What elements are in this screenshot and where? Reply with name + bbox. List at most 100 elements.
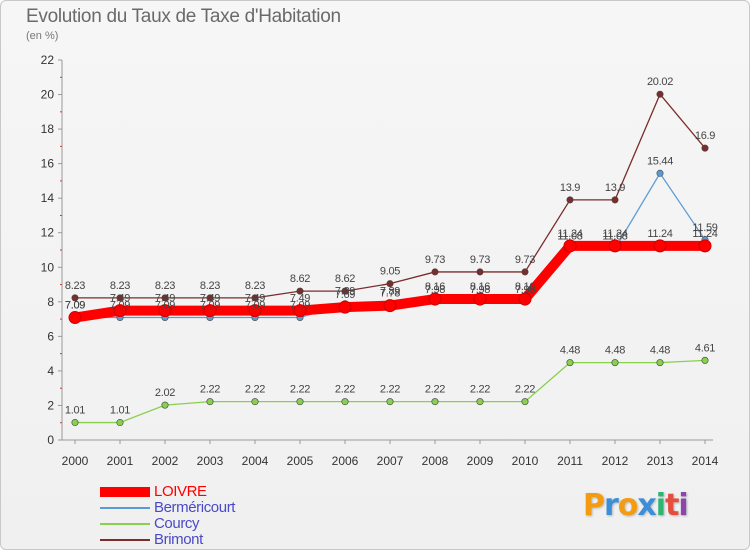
legend-label: Berméricourt	[154, 499, 236, 516]
x-tick-label: 2001	[107, 454, 134, 468]
data-label: 16.9	[695, 130, 715, 142]
data-label: 11.24	[647, 228, 672, 240]
data-point	[656, 90, 664, 98]
x-tick-label: 2013	[647, 454, 674, 468]
x-tick-label: 2012	[602, 454, 629, 468]
y-tick-label: 2	[47, 398, 54, 412]
legend-label: Courcy	[154, 515, 200, 532]
data-label: 7.49	[110, 293, 130, 305]
logo-letter: P	[583, 488, 605, 523]
data-point	[428, 292, 442, 306]
logo-letter: i	[655, 488, 666, 523]
data-point	[566, 196, 574, 204]
x-tick-label: 2009	[467, 454, 494, 468]
data-label: 11.59	[692, 222, 717, 234]
y-tick-label: 18	[41, 122, 55, 136]
data-point	[476, 268, 484, 276]
data-point	[566, 359, 574, 367]
data-label: 8.23	[65, 280, 85, 292]
data-label: 7.69	[335, 289, 355, 301]
data-point	[338, 300, 352, 314]
chart-subtitle: (en %)	[26, 30, 59, 42]
y-tick-label: 20	[41, 88, 55, 102]
data-label: 13.9	[605, 182, 625, 194]
data-point	[116, 419, 124, 427]
data-label: 9.73	[515, 254, 535, 266]
data-point	[656, 359, 664, 367]
data-point	[476, 398, 484, 406]
data-point	[68, 311, 82, 325]
data-label: 11.24	[557, 228, 582, 240]
data-label: 7.78	[380, 288, 400, 300]
data-point	[653, 239, 667, 253]
data-label: 2.22	[335, 384, 355, 396]
logo-letter: r	[604, 488, 619, 523]
data-point	[656, 169, 664, 177]
data-point	[296, 398, 304, 406]
data-point	[608, 239, 622, 253]
data-label: 8.16	[515, 281, 535, 293]
data-label: 11.24	[602, 228, 627, 240]
x-tick-label: 2010	[512, 454, 539, 468]
data-point	[383, 299, 397, 313]
data-point	[701, 356, 709, 364]
data-point	[473, 292, 487, 306]
data-label: 7.89	[335, 286, 355, 298]
data-point	[431, 268, 439, 276]
data-label: 8.23	[155, 280, 175, 292]
data-point	[521, 398, 529, 406]
data-point	[518, 292, 532, 306]
y-tick-label: 6	[47, 329, 54, 343]
data-label: 7.98	[470, 284, 490, 296]
x-tick-label: 2005	[287, 454, 314, 468]
data-point	[341, 287, 349, 295]
x-tick-label: 2011	[557, 454, 583, 468]
y-tick-label: 14	[41, 191, 55, 205]
data-label: 9.05	[380, 266, 400, 278]
legend-label: LOIVRE	[154, 483, 207, 500]
data-point	[611, 196, 619, 204]
data-label: 2.02	[155, 387, 175, 399]
data-label: 7.09	[65, 300, 85, 312]
data-label: 7.98	[515, 284, 535, 296]
data-label: 4.48	[650, 345, 670, 357]
data-point	[431, 398, 439, 406]
data-point	[296, 287, 304, 295]
data-point	[386, 280, 394, 288]
data-point	[71, 419, 79, 427]
logo-letter: x	[637, 488, 656, 523]
data-point	[71, 294, 79, 302]
data-label: 20.02	[647, 76, 673, 88]
y-tick-label: 16	[41, 157, 55, 171]
legend-swatch	[100, 507, 150, 509]
logo-letter: o	[617, 488, 639, 523]
data-label: 1.01	[110, 405, 130, 417]
data-label: 8.62	[335, 273, 355, 285]
data-point	[206, 398, 214, 406]
y-tick-label: 22	[41, 53, 55, 67]
data-point	[116, 294, 124, 302]
data-label: 4.48	[605, 345, 625, 357]
logo-letter: t	[665, 488, 679, 523]
y-tick-label: 12	[41, 226, 55, 240]
data-point	[251, 294, 259, 302]
data-label: 9.73	[425, 254, 445, 266]
x-tick-label: 2007	[377, 454, 404, 468]
data-point	[386, 398, 394, 406]
data-label: 2.22	[245, 384, 265, 396]
data-point	[248, 304, 262, 318]
data-point	[611, 359, 619, 367]
data-point	[341, 398, 349, 406]
data-point	[161, 401, 169, 409]
data-label: 4.61	[695, 342, 715, 354]
data-point	[563, 239, 577, 253]
data-label: 8.16	[470, 281, 490, 293]
legend-swatch	[100, 523, 150, 525]
data-label: 1.01	[65, 405, 85, 417]
x-tick-label: 2006	[332, 454, 359, 468]
y-tick-label: 4	[47, 364, 54, 378]
data-label: 9.73	[470, 254, 490, 266]
data-point	[203, 304, 217, 318]
